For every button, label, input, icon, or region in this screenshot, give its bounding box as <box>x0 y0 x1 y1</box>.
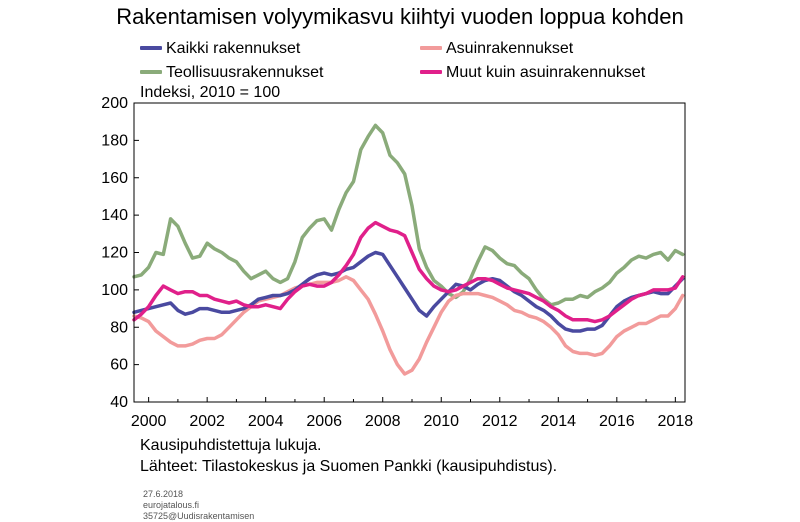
y-axis-unit-label: Indeksi, 2010 = 100 <box>140 84 281 101</box>
chart-title: Rakentamisen volyymikasvu kiihtyi vuoden… <box>116 4 684 29</box>
y-tick-label: 80 <box>110 319 128 336</box>
y-tick-label: 40 <box>110 394 128 411</box>
legend-item-kaikki: Kaikki rakennukset <box>140 40 300 58</box>
series-group <box>132 123 685 376</box>
y-tick-label: 180 <box>101 132 128 149</box>
legend-item-muut: Muut kuin asuinrakennukset <box>420 64 645 82</box>
note-seasonal: Kausipuhdistettuja lukuja. <box>140 437 322 454</box>
y-tick-label: 200 <box>101 95 128 112</box>
series-line-kaikki <box>132 250 685 333</box>
y-tick-label: 140 <box>101 207 128 224</box>
footer-code: 35725@Uudisrakentamisen <box>143 511 255 521</box>
legend-label-teollisuus: Teollisuusrakennukset <box>166 64 324 81</box>
legend-swatch-muut <box>420 69 442 74</box>
legend-item-asuin: Asuinrakennukset <box>420 40 573 58</box>
legend-item-teollisuus: Teollisuusrakennukset <box>140 64 323 82</box>
series-line-muut <box>132 220 685 324</box>
legend-label-muut: Muut kuin asuinrakennukset <box>446 64 646 81</box>
series-line-asuin <box>132 275 685 376</box>
legend-swatch-kaikki <box>140 45 162 50</box>
x-tick-label: 2010 <box>423 413 459 430</box>
x-axis: 2000 2002 2004 2006 2008 2010 2012 2014 2016 2018 <box>131 397 693 430</box>
legend-label-kaikki: Kaikki rakennukset <box>166 40 301 57</box>
x-tick-label: 2014 <box>540 413 576 430</box>
legend-swatch-teollisuus <box>140 69 162 74</box>
series-line-teollisuus <box>132 123 685 307</box>
note-sources: Lähteet: Tilastokeskus ja Suomen Pankki … <box>140 458 558 475</box>
y-tick-label: 100 <box>101 282 128 299</box>
x-tick-label: 2018 <box>658 413 694 430</box>
legend-label-asuin: Asuinrakennukset <box>446 40 574 57</box>
legend-swatch-asuin <box>420 45 442 50</box>
x-tick-label: 2002 <box>189 413 225 430</box>
x-tick-label: 2006 <box>306 413 342 430</box>
y-tick-label: 120 <box>101 245 128 262</box>
y-tick-label: 60 <box>110 357 128 374</box>
y-axis: 40 60 80 100 120 140 160 180 200 <box>101 95 139 411</box>
footer-site: eurojatalous.fi <box>143 500 200 510</box>
plot-frame <box>133 102 686 403</box>
x-tick-label: 2012 <box>482 413 518 430</box>
y-tick-label: 160 <box>101 170 128 187</box>
footer-date: 27.6.2018 <box>143 489 184 499</box>
x-tick-label: 2008 <box>365 413 401 430</box>
x-tick-label: 2004 <box>248 413 284 430</box>
x-tick-label: 2000 <box>131 413 167 430</box>
x-tick-label: 2016 <box>599 413 635 430</box>
